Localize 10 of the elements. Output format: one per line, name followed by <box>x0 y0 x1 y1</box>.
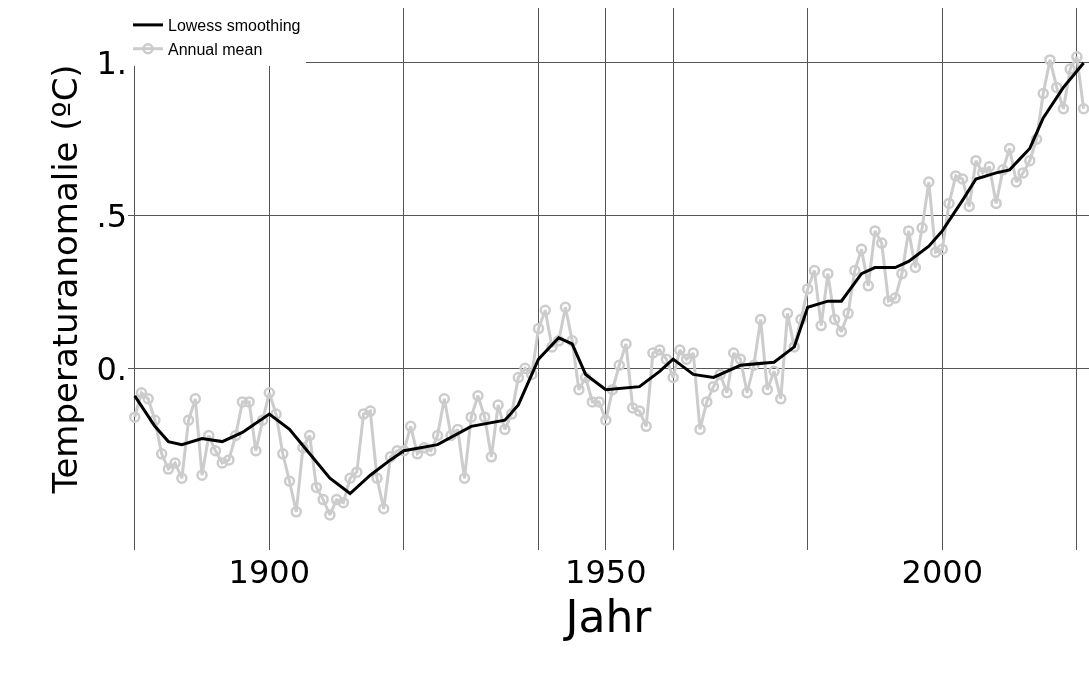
x-tick-label: 1900 <box>228 553 311 591</box>
legend-label: Lowess smoothing <box>168 17 301 35</box>
legend-label: Annual mean <box>168 40 263 58</box>
x-tick-label: 1950 <box>565 553 647 591</box>
y-tick-label: 0. <box>96 349 127 388</box>
y-tick-label: .5 <box>96 196 127 235</box>
y-axis-title: Temperaturanomalie (ºC) <box>45 64 86 495</box>
x-tick-label: 2000 <box>901 553 984 591</box>
y-tick-label: 1. <box>96 44 127 83</box>
x-axis-title: Jahr <box>562 591 653 642</box>
